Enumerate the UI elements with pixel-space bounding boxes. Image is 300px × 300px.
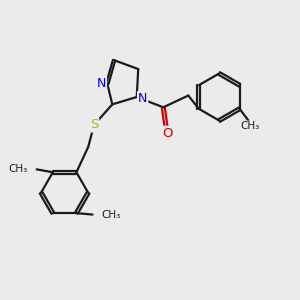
Text: S: S [90, 118, 98, 131]
Text: CH₃: CH₃ [101, 210, 121, 220]
Text: CH₃: CH₃ [240, 122, 260, 131]
Text: N: N [97, 77, 106, 90]
Text: N: N [138, 92, 147, 105]
Text: CH₃: CH₃ [9, 164, 28, 174]
Text: O: O [162, 127, 173, 140]
